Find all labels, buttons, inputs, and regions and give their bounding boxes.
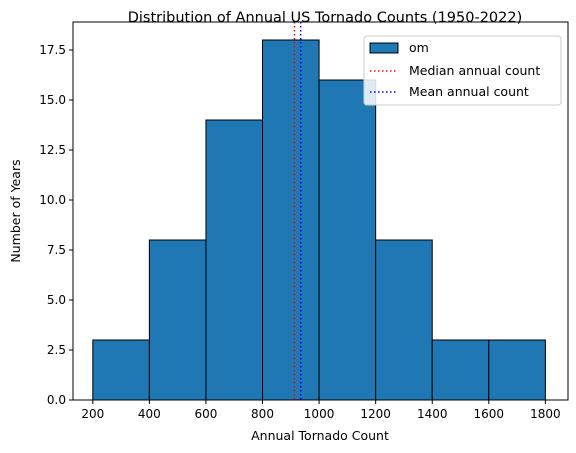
y-tick-label: 10.0 xyxy=(39,193,66,207)
y-axis-label: Number of Years xyxy=(8,159,23,262)
y-tick-label: 2.5 xyxy=(47,343,66,357)
x-tick-label: 1600 xyxy=(474,407,505,421)
x-tick-label: 200 xyxy=(81,407,104,421)
histogram-bars xyxy=(92,39,546,401)
histogram-bar-3 xyxy=(262,39,320,401)
x-tick-label: 1800 xyxy=(530,407,561,421)
histogram-bar-2 xyxy=(205,119,264,401)
y-tick-label: 0.0 xyxy=(47,393,66,407)
x-tick-label: 1400 xyxy=(417,407,448,421)
histogram-bar-5 xyxy=(375,239,433,401)
histogram-bar-7 xyxy=(488,339,546,401)
plot-frame xyxy=(72,21,569,401)
histogram-bar-1 xyxy=(148,239,207,401)
y-axis: 0.0 2.5 5.0 7.5 10.0 12.5 15.0 17.5 xyxy=(39,43,73,407)
chart-title: Distribution of Annual US Tornado Counts… xyxy=(128,10,523,26)
legend-label-median: Median annual count xyxy=(409,63,540,78)
histogram-bar-4 xyxy=(318,79,377,401)
reference-lines xyxy=(293,22,302,400)
y-tick-label: 5.0 xyxy=(47,293,66,307)
histogram-bar-0 xyxy=(92,339,150,401)
x-tick-label: 1000 xyxy=(304,407,335,421)
legend-patch-om xyxy=(369,42,399,54)
legend-box xyxy=(363,35,562,106)
y-tick-label: 12.5 xyxy=(39,143,66,157)
legend-label-om: om xyxy=(409,40,429,55)
x-tick-label: 400 xyxy=(138,407,161,421)
y-tick-label: 17.5 xyxy=(39,43,66,57)
x-tick-label: 1200 xyxy=(360,407,391,421)
legend-label-mean: Mean annual count xyxy=(409,84,529,99)
x-axis: 200 400 600 800 1000 1200 1400 1600 1800 xyxy=(81,400,561,421)
y-tick-label: 15.0 xyxy=(39,93,66,107)
x-axis-label: Annual Tornado Count xyxy=(251,428,389,443)
x-tick-label: 800 xyxy=(251,407,274,421)
histogram-bar-6 xyxy=(431,339,490,401)
x-tick-label: 600 xyxy=(194,407,217,421)
y-tick-label: 7.5 xyxy=(47,243,66,257)
legend: om Median annual count Mean annual count xyxy=(363,35,562,106)
